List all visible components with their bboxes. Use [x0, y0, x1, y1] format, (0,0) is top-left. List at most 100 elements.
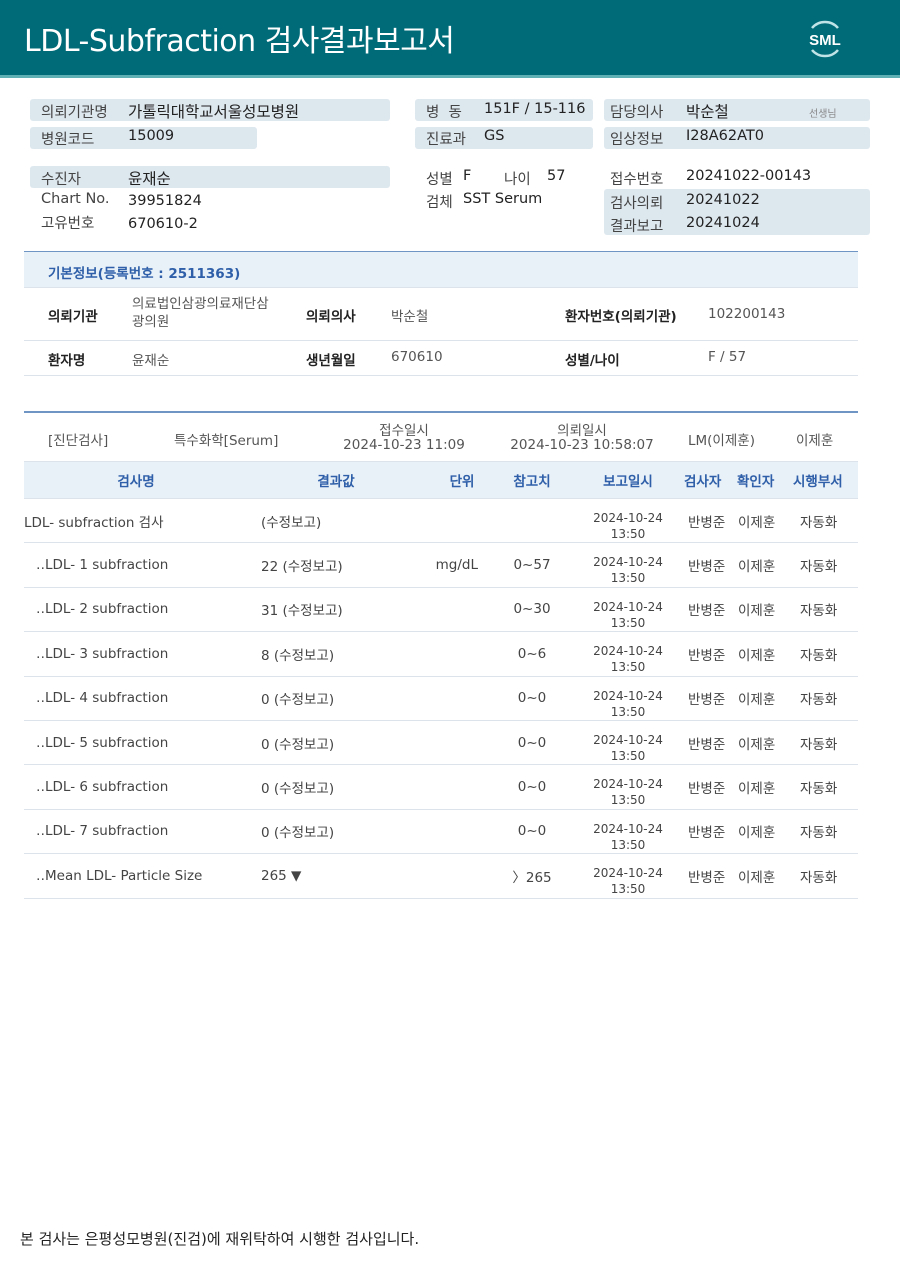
receipt-label: 접수번호	[610, 172, 664, 188]
doctor-value: 박순철	[686, 103, 729, 121]
table-row: ‥LDL- 4 subfraction 0 (수정보고) 0~0 2024-10-24…	[24, 677, 858, 721]
result-value: (수정보고)	[261, 514, 322, 531]
tester: 반병준	[688, 603, 726, 620]
checker: 이제훈	[738, 692, 776, 709]
basic-birth-value: 670610	[391, 349, 443, 365]
request-value: 20241022	[686, 192, 760, 208]
reference-range: 0~0	[517, 690, 547, 707]
result-value: 0 (수정보고)	[261, 736, 335, 753]
result-value: 265 ▼	[261, 867, 302, 884]
basic-name-value: 윤재순	[132, 353, 170, 369]
report-time: 13:50	[610, 837, 646, 852]
confirmer-name: 이제훈	[796, 433, 834, 449]
report-date: 2024-10-24	[593, 644, 663, 659]
test-name: LDL- subfraction 검사	[24, 514, 164, 531]
basic-doctor-label: 의뢰의사	[306, 309, 356, 325]
svg-text:SML: SML	[809, 32, 841, 49]
table-row: ‥LDL- 5 subfraction 0 (수정보고) 0~0 2024-10-24…	[24, 721, 858, 766]
basic-inst-label: 의뢰기관	[48, 309, 98, 325]
col-dept: 시행부서	[793, 474, 843, 490]
report-date: 2024-10-24	[593, 599, 663, 614]
unit: mg/dL	[435, 557, 478, 574]
report-time: 13:50	[610, 571, 646, 586]
report-value: 20241024	[686, 215, 760, 231]
received-label: 접수일시	[379, 423, 429, 439]
chart-value: 39951824	[128, 193, 202, 209]
basic-inst-value: 의료법인삼광의료재단삼 광의원	[132, 296, 269, 330]
inst-value: 가톨릭대학교서울성모병원	[128, 103, 300, 121]
patient-label: 수진자	[41, 172, 82, 188]
performing-dept: 자동화	[800, 692, 838, 709]
report-header: LDL-Subfraction 검사결과보고서 SML	[0, 0, 900, 78]
col-name: 검사명	[117, 474, 155, 490]
performing-dept: 자동화	[800, 736, 838, 753]
test-name: ‥LDL- 5 subfraction	[36, 734, 169, 751]
basic-doctor-value: 박순철	[391, 309, 429, 325]
request-label: 검사의뢰	[610, 196, 664, 212]
age-label: 나이	[504, 172, 531, 188]
basic-pid-label: 환자번호(의뢰기관)	[565, 309, 677, 325]
report-date: 2024-10-24	[593, 511, 663, 525]
report-time: 13:50	[610, 793, 646, 808]
test-name: ‥LDL- 7 subfraction	[36, 823, 169, 840]
report-title: LDL-Subfraction 검사결과보고서	[24, 24, 455, 59]
report-date: 2024-10-24	[593, 688, 663, 703]
specimen-value: SST Serum	[463, 191, 543, 207]
basic-birth-label: 생년월일	[306, 353, 356, 369]
footer-note: 본 검사는 은평성모병원(진검)에 재위탁하여 시행한 검사입니다.	[20, 1230, 420, 1248]
basic-pid-value: 102200143	[708, 306, 786, 322]
exam-subcategory: 특수화학[Serum]	[174, 433, 279, 449]
reference-range: 0~6	[517, 645, 547, 662]
tester: 반병준	[688, 825, 726, 842]
sml-logo: SML	[809, 20, 841, 58]
tester: 반병준	[688, 559, 726, 576]
exam-category: [진단검사]	[48, 433, 109, 449]
table-row: ‥LDL- 2 subfraction 31 (수정보고) 0~30 2024-10-…	[24, 588, 858, 633]
results-table-body: LDL- subfraction 검사 (수정보고) 2024-10-24 13:50…	[24, 499, 858, 899]
reference-range: 〉265	[512, 869, 552, 886]
tester: 반병준	[688, 736, 726, 753]
requested-datetime: 2024-10-23 10:58:07	[510, 437, 654, 453]
receipt-value: 20241022-00143	[686, 168, 812, 184]
performing-dept: 자동화	[800, 781, 838, 798]
received-datetime: 2024-10-23 11:09	[343, 437, 465, 453]
dept-label: 진료과	[426, 132, 467, 148]
ward-value: 151F / 15-116	[484, 101, 586, 117]
clinical-label: 임상정보	[610, 132, 664, 148]
performing-dept: 자동화	[800, 869, 838, 886]
code-label: 병원코드	[41, 132, 95, 148]
report-label: 결과보고	[610, 219, 664, 235]
result-value: 31 (수정보고)	[261, 603, 343, 620]
result-value: 22 (수정보고)	[261, 559, 343, 576]
result-value: 0 (수정보고)	[261, 825, 335, 842]
checker: 이제훈	[738, 736, 776, 753]
report-date: 2024-10-24	[593, 777, 663, 792]
checker: 이제훈	[738, 514, 776, 531]
result-value: 8 (수정보고)	[261, 647, 335, 664]
checker: 이제훈	[738, 781, 776, 798]
table-row: ‥LDL- 1 subfraction 22 (수정보고) mg/dL 0~57 202…	[24, 543, 858, 588]
uid-value: 670610-2	[128, 216, 198, 232]
table-row: ‥LDL- 3 subfraction 8 (수정보고) 0~6 2024-10-24…	[24, 632, 858, 677]
test-name: ‥Mean LDL- Particle Size	[36, 867, 203, 884]
inst-label: 의뢰기관명	[41, 105, 108, 121]
dept-value: GS	[484, 128, 505, 144]
performing-dept: 자동화	[800, 647, 838, 664]
report-time: 13:50	[610, 527, 646, 541]
col-unit: 단위	[449, 474, 475, 490]
specimen-label: 검체	[426, 195, 453, 211]
report-date: 2024-10-24	[593, 866, 663, 881]
tester: 반병준	[688, 781, 726, 798]
doctor-label: 담당의사	[610, 105, 664, 121]
reference-range: 0~0	[517, 779, 547, 796]
col-ref: 참고치	[513, 474, 551, 490]
report-time: 13:50	[610, 882, 646, 897]
reference-range: 0~0	[517, 823, 547, 840]
report-date: 2024-10-24	[593, 732, 663, 747]
basic-sexage-label: 성별/나이	[565, 353, 620, 369]
test-name: ‥LDL- 3 subfraction	[36, 645, 169, 662]
table-row: ‥LDL- 6 subfraction 0 (수정보고) 0~0 2024-10-24…	[24, 765, 858, 810]
basic-name-label: 환자명	[48, 353, 86, 369]
reference-range: 0~0	[517, 734, 547, 751]
tester: 반병준	[688, 692, 726, 709]
